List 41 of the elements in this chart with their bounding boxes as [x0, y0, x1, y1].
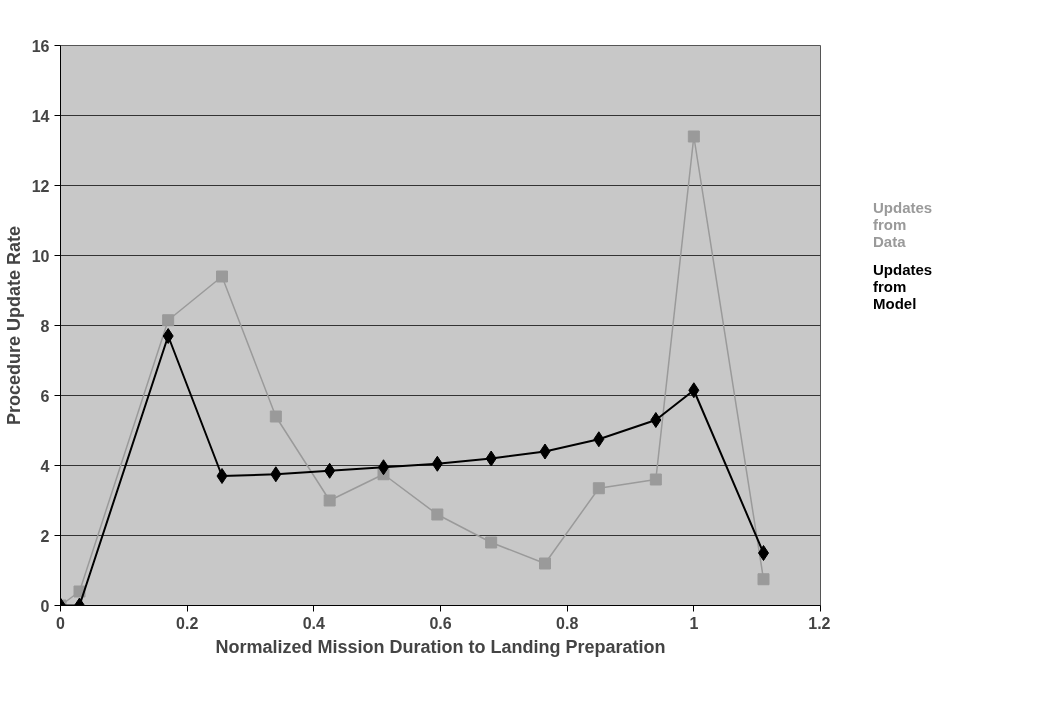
point: [324, 462, 336, 479]
point: [216, 468, 228, 484]
point: [485, 450, 497, 467]
point: [593, 431, 605, 448]
point: [688, 382, 700, 399]
y-tick-label: 0: [40, 597, 50, 615]
y-tick-label: 8: [40, 317, 50, 335]
point: [269, 410, 282, 423]
point: [270, 466, 282, 483]
point: [649, 473, 662, 486]
x-tick-label: 0.4: [302, 614, 326, 632]
point: [323, 494, 336, 507]
point: [650, 412, 662, 428]
y-tick-label: 4: [40, 457, 50, 475]
point: [757, 573, 770, 586]
point: [162, 314, 175, 327]
point: [431, 508, 444, 521]
x-tick-label: 0.8: [556, 614, 579, 632]
point: [431, 455, 443, 472]
point: [162, 328, 174, 344]
y-tick-label: 6: [40, 387, 50, 405]
x-tick-label: 1: [689, 614, 699, 632]
y-tick-label: 16: [31, 37, 50, 55]
x-tick-label: 1.2: [808, 614, 831, 632]
point: [592, 482, 605, 495]
point: [216, 270, 228, 283]
y-tick-label: 14: [31, 107, 50, 125]
text: Updates from Model: [873, 260, 933, 312]
y-tick-label: 2: [40, 527, 50, 545]
y-tick-label: 10: [31, 247, 50, 265]
y-axis-title: Procedure Update Rate: [3, 225, 24, 426]
x-tick-label: 0.2: [176, 614, 199, 632]
x-tick-label: 0: [56, 614, 66, 632]
point: [539, 557, 551, 570]
y-tick-label: 12: [31, 177, 50, 195]
point: [687, 130, 700, 143]
x-axis-title: Normalized Mission Duration to Landing Preparation: [215, 636, 666, 657]
x-tick-label: 0.6: [429, 614, 452, 632]
point: [539, 443, 551, 460]
point: [485, 536, 498, 549]
text: Updates from Data: [873, 198, 933, 250]
